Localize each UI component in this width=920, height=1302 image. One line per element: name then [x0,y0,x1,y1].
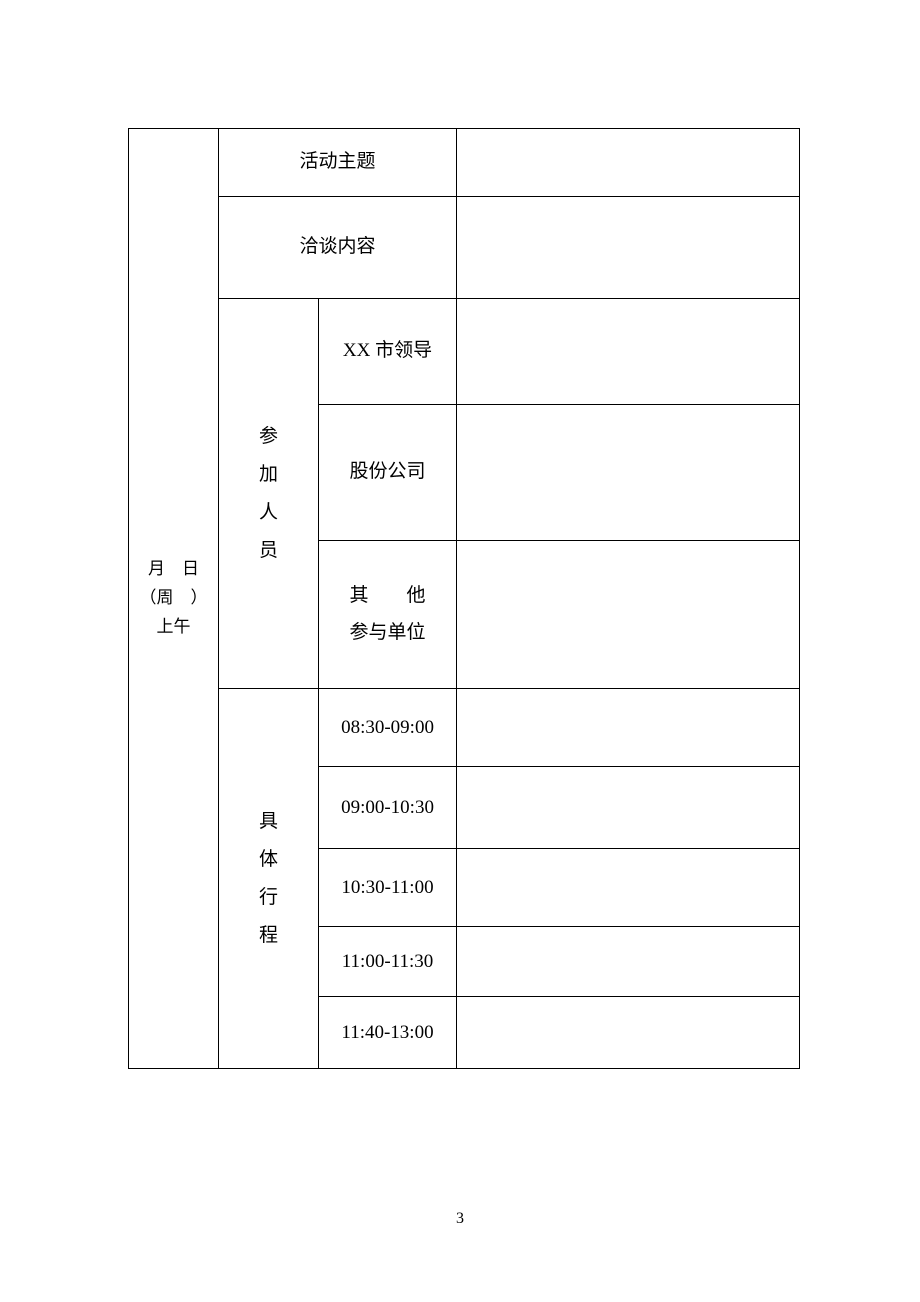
leader-value [457,299,800,405]
time-3-value [457,849,800,927]
document-page: 月 日 （周 ） 上午 活动主题 洽谈内容 参 加 人 员 XX 市领导 [0,0,920,1069]
time-slot-4: 11:00-11:30 [319,927,457,997]
table-row: 月 日 （周 ） 上午 活动主题 [129,129,800,197]
table-row: 洽谈内容 [129,197,800,299]
table-row: 具 体 行 程 08:30-09:00 [129,689,800,767]
company-value [457,405,800,541]
leader-label: XX 市领导 [319,299,457,405]
other-value [457,541,800,689]
date-cell: 月 日 （周 ） 上午 [129,129,219,1069]
vchar: 体 [223,841,314,879]
schedule-section-label: 具 体 行 程 [219,689,319,1069]
date-line-weekday: （周 ） [133,584,214,613]
other-label: 其 他 参与单位 [319,541,457,689]
vchar: 具 [223,803,314,841]
company-label: 股份公司 [319,405,457,541]
time-slot-1: 08:30-09:00 [319,689,457,767]
date-line-period: 上午 [133,613,214,642]
vchar: 人 [223,494,314,532]
time-5-value [457,997,800,1069]
topic-label: 活动主题 [219,129,457,197]
time-slot-3: 10:30-11:00 [319,849,457,927]
table-row: 参 加 人 员 XX 市领导 [129,299,800,405]
other-label-line1: 其 他 [323,578,452,614]
date-line-month-day: 月 日 [133,555,214,584]
topic-value [457,129,800,197]
vchar: 员 [223,532,314,570]
time-slot-5: 11:40-13:00 [319,997,457,1069]
schedule-table: 月 日 （周 ） 上午 活动主题 洽谈内容 参 加 人 员 XX 市领导 [128,128,800,1069]
time-4-value [457,927,800,997]
vchar: 加 [223,456,314,494]
time-2-value [457,767,800,849]
participants-section-label: 参 加 人 员 [219,299,319,689]
vchar: 程 [223,917,314,955]
content-label: 洽谈内容 [219,197,457,299]
vchar: 行 [223,879,314,917]
page-number: 3 [0,1210,920,1228]
vchar: 参 [223,418,314,456]
content-value [457,197,800,299]
time-1-value [457,689,800,767]
time-slot-2: 09:00-10:30 [319,767,457,849]
other-label-line2: 参与单位 [323,615,452,651]
